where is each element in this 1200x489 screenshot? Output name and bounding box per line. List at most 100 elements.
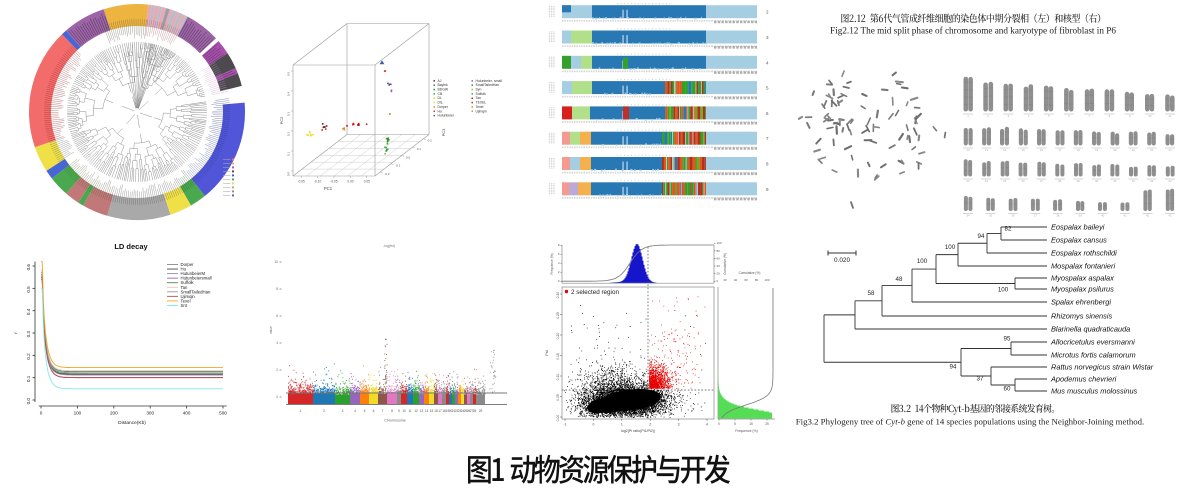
svg-text:Microtus fortis calamorum: Microtus fortis calamorum xyxy=(1051,351,1136,360)
svg-text:35: 35 xyxy=(989,214,993,218)
svg-text:80: 80 xyxy=(755,278,759,282)
svg-text:100: 100 xyxy=(74,411,82,416)
svg-text:Mus musculus molossinus: Mus musculus molossinus xyxy=(1051,387,1138,396)
svg-text:0.25: 0.25 xyxy=(556,312,560,319)
svg-text:Mospalax fontanieri: Mospalax fontanieri xyxy=(1051,262,1115,271)
svg-text:0.3: 0.3 xyxy=(287,112,291,117)
svg-text:7: 7 xyxy=(1088,114,1090,118)
svg-text:0.020: 0.020 xyxy=(834,257,850,264)
svg-text:10: 10 xyxy=(1148,114,1152,118)
svg-text:Frequence (%): Frequence (%) xyxy=(550,253,554,274)
svg-text:0: 0 xyxy=(40,411,43,416)
svg-text:2: 2 xyxy=(766,10,769,15)
svg-text:82: 82 xyxy=(1005,226,1012,233)
svg-text:4: 4 xyxy=(766,60,769,65)
svg-text:19: 19 xyxy=(1095,148,1099,152)
svg-text:80: 80 xyxy=(717,249,721,253)
svg-text:0.3: 0.3 xyxy=(26,331,31,338)
svg-text:15: 15 xyxy=(749,422,753,426)
svg-text:log2(Pi ratio(Pi1/Pi2)): log2(Pi ratio(Pi1/Pi2)) xyxy=(621,429,655,433)
svg-text:0.1: 0.1 xyxy=(26,375,31,382)
svg-text:0.00: 0.00 xyxy=(556,415,560,422)
svg-text:95: 95 xyxy=(1004,336,1011,343)
svg-text:6: 6 xyxy=(766,111,769,116)
svg-text:Rhizomys sinensis: Rhizomys sinensis xyxy=(1051,312,1113,321)
svg-text:-0.10: -0.10 xyxy=(314,180,321,184)
svg-text:31: 31 xyxy=(1113,179,1117,183)
svg-text:13: 13 xyxy=(420,409,424,413)
svg-text:20: 20 xyxy=(1113,148,1117,152)
svg-text:Chromosome: Chromosome xyxy=(384,419,406,423)
svg-text:5: 5 xyxy=(734,422,736,426)
svg-text:40: 40 xyxy=(717,264,721,268)
svg-text:AJ: AJ xyxy=(438,79,442,83)
svg-text:Dorper: Dorper xyxy=(438,105,449,109)
svg-text:0.30: 0.30 xyxy=(556,292,560,299)
svg-text:3: 3 xyxy=(678,423,680,427)
svg-text:13: 13 xyxy=(985,148,989,152)
svg-text:0.4: 0.4 xyxy=(26,308,31,315)
svg-text:Eospalax cansus: Eospalax cansus xyxy=(1051,236,1107,245)
svg-text:7: 7 xyxy=(382,409,384,413)
svg-text:17: 17 xyxy=(1058,148,1062,152)
svg-text:3: 3 xyxy=(766,35,769,40)
svg-text:15: 15 xyxy=(430,409,434,413)
svg-text:Frequence (%): Frequence (%) xyxy=(735,429,757,433)
svg-text:Tan: Tan xyxy=(476,96,482,100)
svg-text:value: value xyxy=(269,326,273,334)
svg-text:DL: DL xyxy=(438,96,442,100)
svg-text:Texel: Texel xyxy=(181,298,191,303)
svg-text:2 selected region: 2 selected region xyxy=(571,289,619,296)
svg-text:5: 5 xyxy=(1048,114,1050,118)
svg-text:33: 33 xyxy=(1150,179,1154,183)
svg-text:20: 20 xyxy=(449,409,453,413)
svg-text:16: 16 xyxy=(434,409,438,413)
svg-text:0.5: 0.5 xyxy=(287,72,291,77)
svg-text:100: 100 xyxy=(764,278,769,282)
svg-text:100: 100 xyxy=(917,258,928,265)
svg-text:Myospalax aspalax: Myospalax aspalax xyxy=(1051,274,1114,283)
svg-text:60: 60 xyxy=(744,278,748,282)
svg-text:60: 60 xyxy=(717,256,721,260)
svg-text:2: 2 xyxy=(323,409,325,413)
svg-text:SmallTailedHan: SmallTailedHan xyxy=(181,289,211,294)
svg-text:SmallTailedHan: SmallTailedHan xyxy=(476,83,500,87)
svg-text:Myospalax psilurus: Myospalax psilurus xyxy=(1051,285,1114,294)
svg-text:Blarinella quadraticauda: Blarinella quadraticauda xyxy=(1051,325,1130,334)
svg-text:26: 26 xyxy=(1022,179,1026,183)
svg-text:4: 4 xyxy=(1028,114,1030,118)
svg-text:Syn: Syn xyxy=(476,88,482,92)
svg-text:43: 43 xyxy=(1168,214,1172,218)
svg-text:2: 2 xyxy=(987,114,989,118)
svg-text:17: 17 xyxy=(438,409,442,413)
svg-text:23: 23 xyxy=(458,409,462,413)
svg-text:28: 28 xyxy=(473,409,477,413)
svg-text:36: 36 xyxy=(1011,214,1015,218)
svg-text:Dorper: Dorper xyxy=(181,262,195,267)
svg-text:0.4: 0.4 xyxy=(287,92,291,97)
svg-text:30: 30 xyxy=(1095,179,1099,183)
svg-text:Fig2.12 The mid split phase of: Fig2.12 The mid split phase of chromosom… xyxy=(830,26,1116,36)
svg-text:4: 4 xyxy=(558,261,560,265)
svg-text:21: 21 xyxy=(452,409,456,413)
svg-text:8: 8 xyxy=(558,243,560,247)
svg-text:Eospalax rothschildi: Eospalax rothschildi xyxy=(1051,249,1117,258)
svg-text:Hu: Hu xyxy=(181,267,187,272)
svg-text:6: 6 xyxy=(373,409,375,413)
svg-text:Hulunbeier- small: Hulunbeier- small xyxy=(476,79,503,83)
svg-text:48: 48 xyxy=(896,276,903,283)
svg-text:-1: -1 xyxy=(563,423,566,427)
svg-text:9: 9 xyxy=(1129,114,1131,118)
svg-text:0.15: 0.15 xyxy=(556,353,560,360)
svg-text:12: 12 xyxy=(414,409,418,413)
svg-text:CB: CB xyxy=(438,92,443,96)
svg-text:1: 1 xyxy=(967,114,969,118)
svg-text:25: 25 xyxy=(1003,179,1007,183)
svg-text:37: 37 xyxy=(977,376,984,383)
svg-text:28: 28 xyxy=(1058,179,1062,183)
svg-text:300: 300 xyxy=(146,411,154,416)
svg-text:0: 0 xyxy=(718,422,720,426)
svg-text:1: 1 xyxy=(300,409,302,413)
svg-text:500: 500 xyxy=(219,411,227,416)
svg-text:14: 14 xyxy=(425,409,429,413)
